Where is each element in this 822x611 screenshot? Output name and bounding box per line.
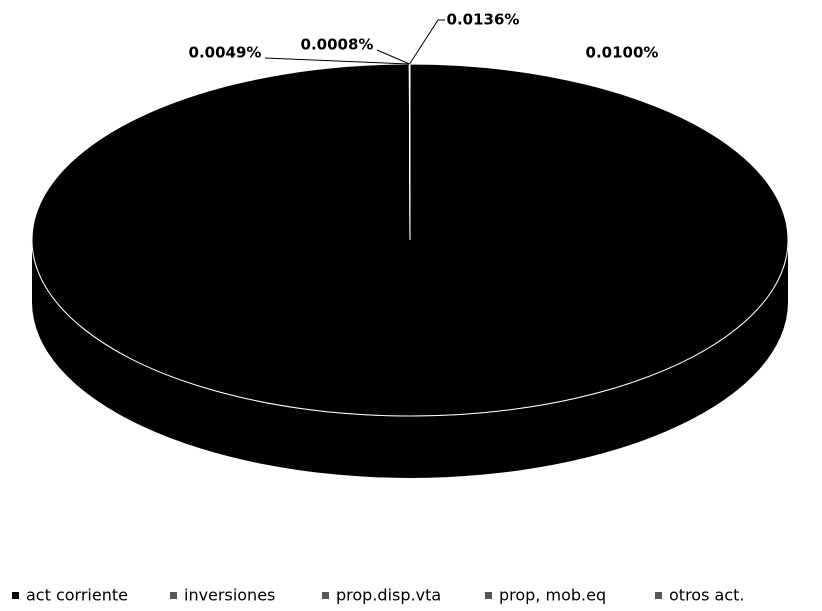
legend-label: otros act. <box>669 586 744 605</box>
leader-line <box>264 57 410 65</box>
legend: act corriente inversiones prop.disp.vta pro… <box>12 586 744 605</box>
legend-marker <box>12 592 19 599</box>
data-label: 0.0008% <box>301 36 374 54</box>
legend-marker <box>655 592 662 599</box>
leader-line <box>409 19 445 65</box>
data-label: 0.0049% <box>189 44 262 62</box>
legend-marker <box>170 592 177 599</box>
data-labels: 0.0049% 0.0008% 0.0136% 0.0100% <box>189 11 659 65</box>
leader-line <box>376 49 410 65</box>
legend-label: prop, mob.eq <box>499 586 606 605</box>
pie <box>31 63 789 478</box>
legend-label: prop.disp.vta <box>336 586 441 605</box>
pie-side <box>32 240 788 478</box>
data-label: 0.0136% <box>447 11 520 29</box>
legend-label: act corriente <box>26 586 128 605</box>
data-label: 0.0100% <box>586 44 659 62</box>
legend-marker <box>485 592 492 599</box>
legend-label: inversiones <box>184 586 275 605</box>
legend-marker <box>322 592 329 599</box>
